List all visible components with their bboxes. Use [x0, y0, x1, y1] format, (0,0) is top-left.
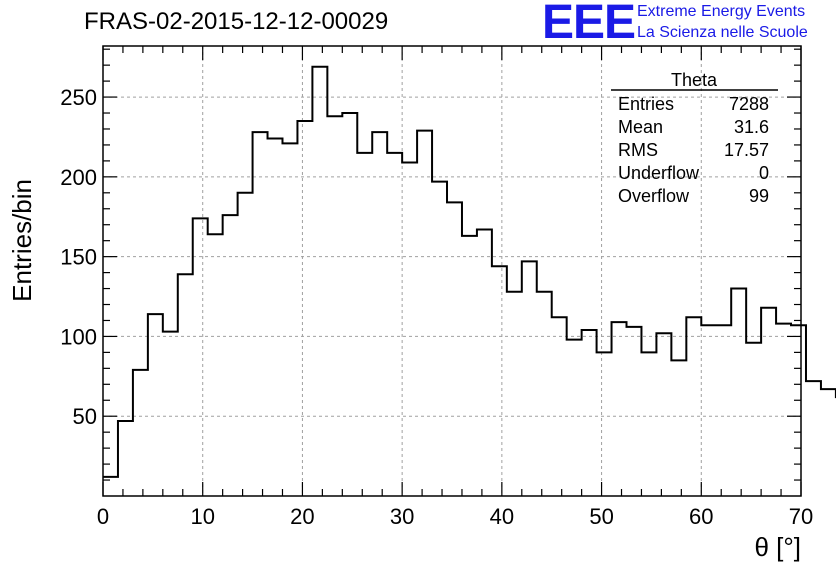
- histogram-bin: [776, 324, 791, 496]
- histogram-bin: [312, 67, 327, 496]
- histogram-bin: [282, 143, 297, 496]
- logo-tagline-2: La Scienza nelle Scuole: [637, 24, 808, 41]
- histogram-bin: [522, 261, 537, 496]
- histogram-bin: [357, 153, 372, 496]
- histogram-bin: [297, 121, 312, 496]
- x-axis-title: θ [°]: [754, 532, 801, 562]
- x-tick-label: 0: [97, 504, 109, 529]
- axis-ticks: [102, 46, 802, 496]
- x-tick-label: 20: [290, 504, 314, 529]
- stats-value: 0: [759, 163, 769, 183]
- histogram-bin: [208, 234, 223, 496]
- y-tick-label: 200: [60, 165, 97, 190]
- histogram-bin: [148, 314, 163, 496]
- histogram-bin: [402, 162, 417, 496]
- stats-value: 17.57: [724, 140, 769, 160]
- stats-box: Theta Entries 7288 Mean 31.6 RMS 17.57 Underfl…: [611, 70, 778, 206]
- page-title: FRAS-02-2015-12-12-00029: [84, 8, 389, 35]
- stats-value: 99: [749, 186, 769, 206]
- histogram-bin: [417, 131, 432, 496]
- histogram-bin: [223, 215, 238, 496]
- y-axis-title: Entries/bin: [7, 179, 37, 302]
- histogram-bin: [342, 113, 357, 496]
- histogram-bin: [701, 325, 716, 496]
- histogram-bin: [133, 370, 148, 496]
- histogram-bin: [641, 352, 656, 496]
- histogram-bin: [492, 266, 507, 496]
- x-tick-label: 60: [689, 504, 713, 529]
- histogram-outline: [103, 65, 836, 478]
- stats-value: 7288: [729, 94, 769, 114]
- histogram-bin: [731, 289, 746, 496]
- histogram-bin: [746, 343, 761, 496]
- y-tick-label: 150: [60, 245, 97, 270]
- stats-value: 31.6: [734, 117, 769, 137]
- histogram-bin: [163, 332, 178, 496]
- y-tick-label: 100: [60, 324, 97, 349]
- histogram-bin: [612, 322, 627, 496]
- stats-title: Theta: [671, 70, 718, 90]
- stats-label: RMS: [618, 140, 658, 160]
- x-tick-label: 30: [390, 504, 414, 529]
- histogram-bin: [327, 116, 342, 496]
- plot-frame: [102, 45, 802, 497]
- histogram-bin: [193, 218, 208, 496]
- histogram-bin: [552, 317, 567, 496]
- y-tick-labels: 50 100 150 200 250: [60, 85, 97, 429]
- stats-label: Underflow: [618, 163, 700, 183]
- histogram-bin: [268, 139, 283, 496]
- y-tick-label: 50: [73, 404, 97, 429]
- histogram-bin: [432, 182, 447, 496]
- histogram-bin: [671, 360, 686, 496]
- x-tick-label: 50: [589, 504, 613, 529]
- histogram-bin: [537, 292, 552, 496]
- histogram-bin: [716, 325, 731, 496]
- logo-tagline-1: Extreme Energy Events: [637, 3, 806, 20]
- y-tick-label: 250: [60, 85, 97, 110]
- x-tick-label: 10: [190, 504, 214, 529]
- histogram-bin: [253, 132, 268, 496]
- histogram-bin: [507, 292, 522, 496]
- grid-lines: [103, 46, 801, 496]
- histogram-bin: [821, 389, 836, 496]
- histogram-bin: [582, 330, 597, 496]
- stats-label: Mean: [618, 117, 663, 137]
- histogram-bin: [238, 193, 253, 496]
- histogram-bin: [118, 421, 133, 496]
- histogram-bin: [178, 274, 193, 496]
- histogram-bin: [597, 352, 612, 496]
- histogram-bin: [387, 153, 402, 496]
- histogram-series: [103, 65, 836, 496]
- histogram-bin: [462, 236, 477, 496]
- x-tick-label: 70: [789, 504, 813, 529]
- x-tick-label: 40: [490, 504, 514, 529]
- histogram-bin: [656, 333, 671, 496]
- eee-logo: EEE: [542, 0, 636, 49]
- histogram-bin: [567, 340, 582, 496]
- histogram-bin: [627, 327, 642, 496]
- histogram-bin: [806, 381, 821, 496]
- histogram-bin: [686, 317, 701, 496]
- stats-label: Overflow: [618, 186, 690, 206]
- stats-label: Entries: [618, 94, 674, 114]
- histogram-bin: [477, 230, 492, 496]
- stats-rows: Entries 7288 Mean 31.6 RMS 17.57 Underflow 0 Ove…: [618, 94, 769, 206]
- histogram-bin: [372, 132, 387, 496]
- histogram-bin: [447, 202, 462, 496]
- histogram-bin: [791, 325, 806, 496]
- x-tick-labels: 0 10 20 30 40 50 60 70: [97, 504, 813, 529]
